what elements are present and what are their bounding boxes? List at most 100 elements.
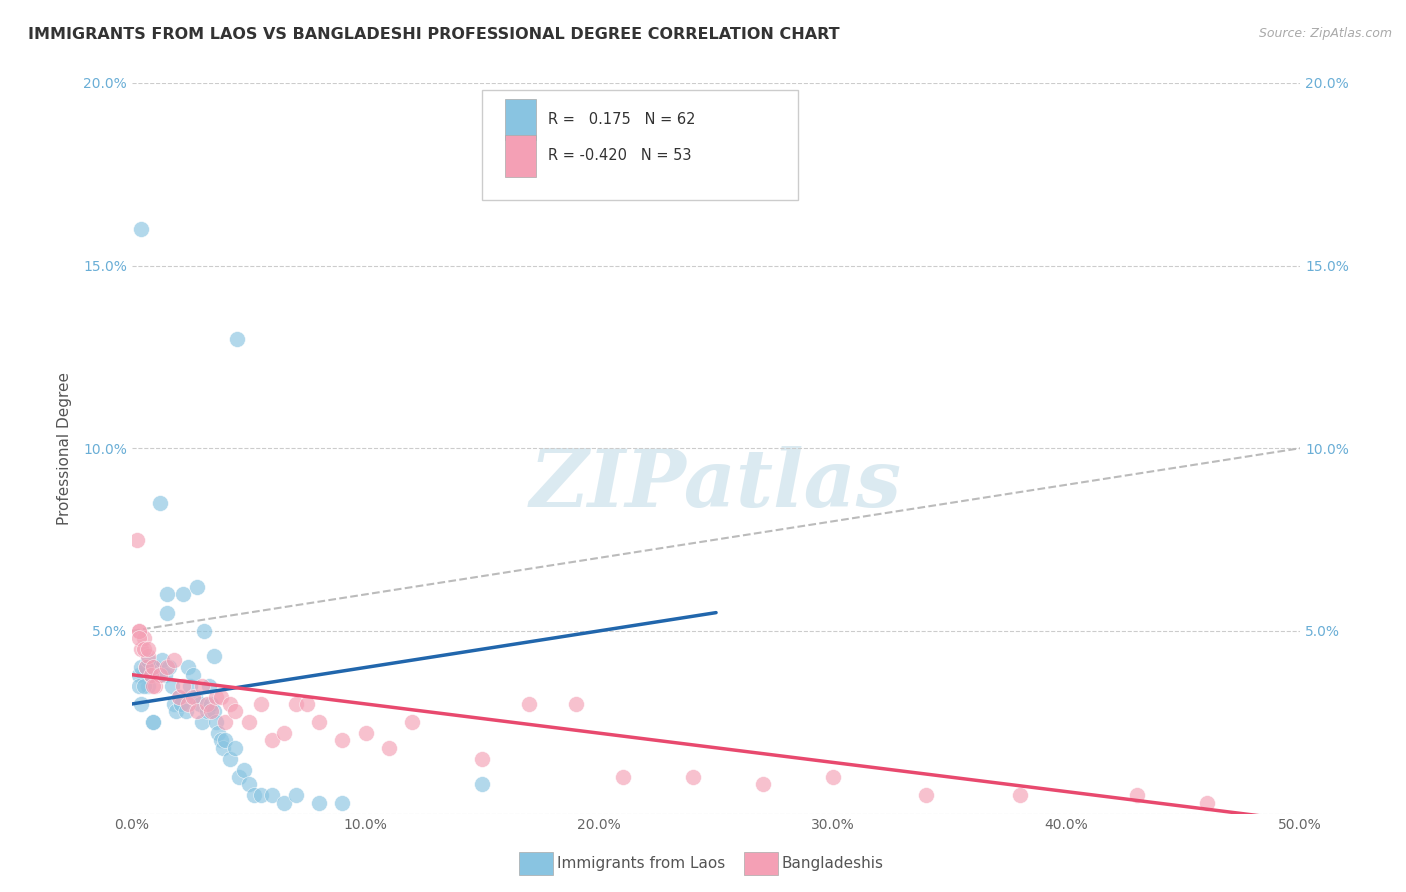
Point [202, 649, 225, 664]
Point [471, 777, 494, 791]
Point [179, 679, 201, 693]
Point [131, 222, 153, 236]
Point [142, 715, 165, 730]
Point [262, 733, 284, 747]
Point [128, 624, 150, 638]
Point [170, 697, 193, 711]
Point [149, 496, 172, 510]
Point [1008, 789, 1031, 803]
Point [145, 660, 167, 674]
Point [132, 667, 155, 681]
Point [184, 690, 207, 704]
Text: R = -0.420   N = 53: R = -0.420 N = 53 [548, 148, 692, 163]
Point [308, 715, 330, 730]
Point [156, 660, 179, 674]
Point [233, 763, 256, 777]
Point [165, 704, 187, 718]
Point [135, 660, 157, 674]
Point [160, 679, 183, 693]
Point [273, 726, 295, 740]
Point [191, 715, 214, 730]
Point [284, 789, 307, 803]
Point [330, 733, 353, 747]
Point [219, 752, 242, 766]
Point [163, 697, 186, 711]
Point [242, 789, 264, 803]
Point [207, 726, 229, 740]
Point [378, 740, 401, 755]
Point [153, 667, 176, 681]
Point [172, 587, 194, 601]
Point [193, 624, 215, 638]
Point [471, 752, 494, 766]
Point [138, 642, 160, 657]
Point [181, 690, 204, 704]
Point [128, 631, 150, 645]
Point [273, 796, 295, 810]
Point [249, 789, 271, 803]
Point [149, 667, 172, 681]
Point [167, 690, 190, 704]
Text: R =   0.175   N = 62: R = 0.175 N = 62 [548, 112, 696, 127]
Point [202, 704, 225, 718]
Point [174, 704, 197, 718]
Text: Immigrants from Laos: Immigrants from Laos [557, 856, 725, 871]
Point [181, 667, 204, 681]
Point [138, 679, 160, 693]
Point [682, 770, 704, 784]
FancyBboxPatch shape [505, 136, 536, 177]
Point [198, 679, 221, 693]
Point [145, 679, 167, 693]
Point [157, 660, 180, 674]
Point [517, 697, 540, 711]
Point [152, 653, 174, 667]
Point [128, 624, 150, 638]
Point [205, 715, 228, 730]
Text: IMMIGRANTS FROM LAOS VS BANGLADESHI PROFESSIONAL DEGREE CORRELATION CHART: IMMIGRANTS FROM LAOS VS BANGLADESHI PROF… [28, 27, 839, 42]
Point [401, 715, 423, 730]
Point [238, 777, 260, 791]
Point [128, 667, 150, 681]
Text: Source: ZipAtlas.com: Source: ZipAtlas.com [1258, 27, 1392, 40]
Point [135, 660, 157, 674]
Point [212, 740, 235, 755]
Point [249, 697, 271, 711]
Point [132, 631, 155, 645]
Point [214, 733, 236, 747]
Point [138, 653, 160, 667]
Point [228, 770, 250, 784]
Point [132, 679, 155, 693]
Point [177, 697, 200, 711]
Point [308, 796, 330, 810]
Point [135, 660, 157, 674]
Point [354, 726, 377, 740]
Point [195, 697, 218, 711]
Point [139, 667, 162, 681]
Point [297, 697, 319, 711]
Point [177, 660, 200, 674]
Point [156, 606, 179, 620]
Point [139, 667, 162, 681]
Point [146, 667, 169, 681]
Point [821, 770, 844, 784]
Point [612, 770, 634, 784]
Point [200, 697, 222, 711]
Point [565, 697, 588, 711]
Point [139, 660, 162, 674]
Point [1195, 796, 1218, 810]
Point [200, 704, 222, 718]
Point [330, 796, 353, 810]
Point [172, 679, 194, 693]
Point [226, 332, 249, 346]
Point [131, 642, 153, 657]
FancyBboxPatch shape [505, 99, 536, 140]
Point [224, 740, 246, 755]
Point [224, 704, 246, 718]
Point [209, 733, 232, 747]
Point [214, 715, 236, 730]
Text: Bangladeshis: Bangladeshis [782, 856, 884, 871]
Point [262, 789, 284, 803]
Point [915, 789, 938, 803]
Text: ZIPatlas: ZIPatlas [530, 446, 903, 524]
Point [167, 690, 190, 704]
